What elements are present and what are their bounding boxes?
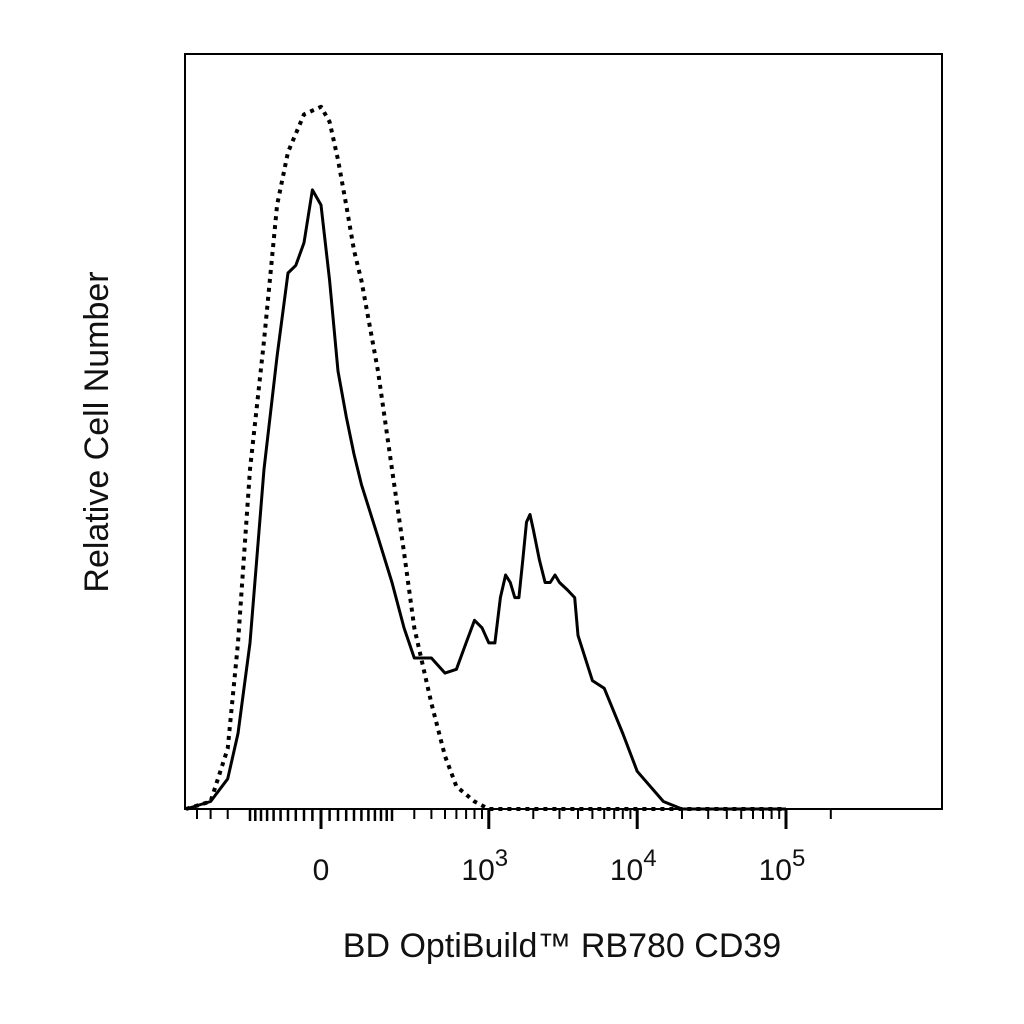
x-tick-labels: 0 103 104 105 bbox=[313, 845, 806, 887]
x-tick-label: 103 bbox=[461, 845, 508, 887]
y-axis-label: Relative Cell Number bbox=[78, 271, 116, 592]
x-axis-ticks bbox=[196, 809, 832, 829]
x-tick-label: 104 bbox=[610, 845, 657, 887]
plot-series-group bbox=[185, 104, 786, 811]
x-tick-label: 105 bbox=[759, 845, 806, 887]
series-line-solid bbox=[185, 188, 786, 811]
x-tick-label: 0 bbox=[313, 854, 330, 887]
plot-frame bbox=[184, 53, 943, 810]
x-axis-label: BD OptiBuild™ RB780 CD39 bbox=[343, 927, 781, 965]
series-line-dotted bbox=[185, 104, 786, 811]
